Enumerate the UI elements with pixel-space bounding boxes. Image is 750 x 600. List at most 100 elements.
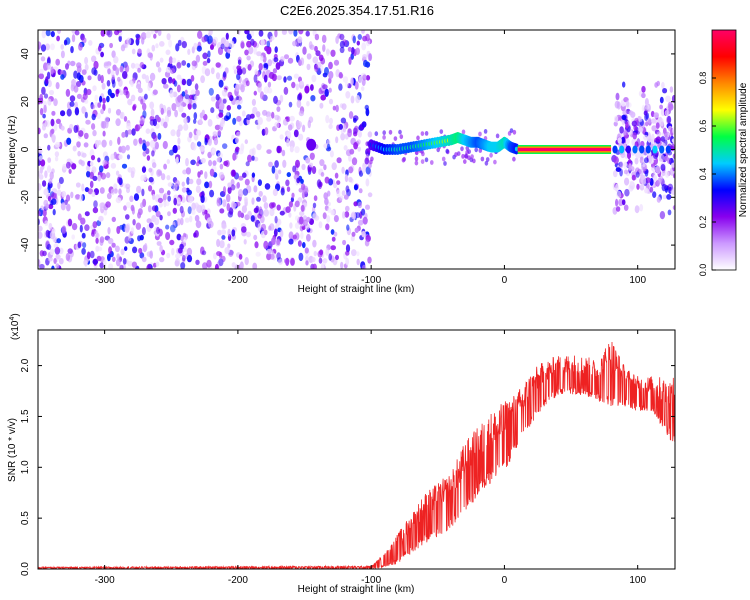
noise-cell	[55, 118, 61, 125]
noise-cell	[351, 249, 357, 257]
noise-cell	[345, 91, 351, 99]
noise-cell	[644, 157, 649, 164]
noise-cell	[353, 117, 357, 123]
noise-cell	[144, 93, 148, 100]
noise-cell	[298, 133, 304, 141]
noise-cell	[235, 201, 241, 207]
noise-cell	[159, 257, 165, 263]
noise-cell	[96, 113, 101, 120]
y-tick-label: 20	[20, 96, 31, 108]
noise-cell	[127, 98, 133, 106]
noise-cell	[69, 95, 76, 102]
noise-cell	[257, 117, 263, 125]
noise-cell	[109, 139, 113, 147]
noise-cell	[362, 166, 366, 174]
noise-cell	[194, 83, 199, 91]
noise-cell	[173, 80, 178, 87]
noise-cell	[176, 233, 182, 241]
noise-cell	[235, 137, 239, 144]
noise-cell	[69, 60, 76, 67]
noise-cell	[294, 215, 300, 221]
noise-cell	[623, 169, 629, 175]
noise-cell	[212, 36, 218, 44]
noise-cell	[141, 227, 146, 236]
noise-cell	[246, 33, 252, 40]
noise-cell	[357, 146, 362, 152]
noise-cell	[87, 75, 92, 81]
noise-cell	[241, 226, 247, 233]
noise-cell	[190, 75, 195, 82]
noise-cell	[288, 201, 293, 208]
noise-cell	[330, 49, 336, 57]
noise-cell	[127, 129, 133, 135]
noise-cell	[43, 188, 49, 196]
noise-cell	[208, 30, 213, 36]
noise-cell	[208, 87, 214, 96]
noise-cell	[63, 39, 68, 46]
noise-cell	[257, 179, 262, 187]
noise-cell	[266, 248, 272, 255]
noise-cell	[196, 129, 202, 136]
noise-cell	[236, 131, 241, 137]
halo-cell	[388, 129, 393, 135]
noise-cell	[126, 154, 131, 160]
noise-cell	[325, 48, 330, 56]
noise-cell	[339, 40, 345, 49]
noise-cell	[663, 155, 669, 162]
halo-cell	[485, 157, 490, 162]
noise-cell	[100, 74, 104, 84]
noise-cell	[326, 143, 331, 150]
halo-cell	[461, 129, 466, 135]
noise-cell	[247, 64, 252, 71]
noise-cell	[166, 33, 171, 41]
noise-cell	[58, 258, 64, 265]
noise-cell	[158, 187, 165, 194]
halo-cell	[512, 156, 516, 162]
noise-cell	[352, 35, 356, 44]
noise-cell	[146, 155, 151, 161]
noise-cell	[44, 170, 48, 179]
noise-cell	[643, 110, 648, 116]
noise-cell	[38, 210, 41, 217]
noise-cell	[302, 219, 308, 227]
noise-cell	[238, 148, 244, 155]
noise-cell	[361, 264, 367, 269]
halo-cell	[420, 131, 425, 137]
noise-cell	[195, 185, 201, 193]
noise-cell	[135, 83, 142, 90]
noise-cell	[181, 78, 187, 86]
noise-cell	[659, 104, 663, 110]
noise-cell	[82, 242, 87, 249]
noise-cell	[243, 196, 248, 203]
noise-cell	[302, 46, 307, 55]
noise-cell	[655, 165, 660, 173]
halo-cell	[461, 154, 465, 159]
noise-cell	[618, 198, 624, 207]
noise-cell	[624, 188, 630, 197]
noise-cell	[186, 176, 190, 185]
noise-cell	[156, 116, 161, 123]
noise-cell	[289, 146, 294, 153]
noise-cell	[104, 120, 109, 129]
halo-cell	[512, 129, 517, 135]
noise-cell	[285, 116, 291, 122]
noise-cell	[81, 37, 87, 44]
noise-cell	[92, 258, 99, 265]
noise-cell	[74, 101, 78, 109]
noise-cell	[348, 111, 354, 119]
noise-cell	[141, 166, 147, 173]
noise-cell	[666, 194, 672, 200]
noise-cell	[630, 111, 636, 118]
noise-cell	[656, 180, 660, 187]
noise-cell	[139, 118, 145, 125]
noise-cell	[266, 116, 272, 122]
noise-cell	[655, 136, 662, 143]
noise-cell	[210, 44, 214, 50]
noise-cell	[615, 92, 620, 101]
noise-cell	[46, 62, 51, 70]
noise-cell	[121, 163, 128, 169]
noise-cell	[264, 183, 271, 190]
noise-cell	[214, 124, 221, 131]
noise-cell	[102, 103, 106, 111]
